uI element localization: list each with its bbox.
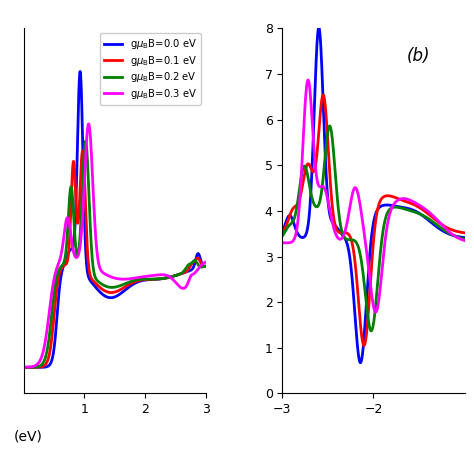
g$\mu_{\rm B}$B=0.1 eV bbox=[127, 281, 133, 287]
g$\mu_{\rm B}$B=0.0 eV bbox=[159, 276, 165, 282]
Line: g$\mu_{\rm B}$B=0.1 eV: g$\mu_{\rm B}$B=0.1 eV bbox=[24, 151, 206, 367]
Text: (b): (b) bbox=[406, 47, 430, 64]
Line: g$\mu_{\rm B}$B=0.0 eV: g$\mu_{\rm B}$B=0.0 eV bbox=[24, 72, 206, 367]
g$\mu_{\rm B}$B=0.0 eV bbox=[137, 278, 143, 284]
g$\mu_{\rm B}$B=0.2 eV bbox=[137, 276, 143, 282]
g$\mu_{\rm B}$B=0.2 eV bbox=[132, 277, 137, 283]
g$\mu_{\rm B}$B=0.3 eV bbox=[127, 276, 133, 282]
g$\mu_{\rm B}$B=0.3 eV bbox=[132, 275, 137, 281]
g$\mu_{\rm B}$B=0.3 eV bbox=[178, 285, 184, 291]
g$\mu_{\rm B}$B=0.0 eV bbox=[77, 69, 83, 74]
g$\mu_{\rm B}$B=0.1 eV bbox=[137, 277, 143, 283]
g$\mu_{\rm B}$B=0.2 eV bbox=[159, 276, 165, 282]
g$\mu_{\rm B}$B=0.2 eV bbox=[127, 279, 133, 284]
g$\mu_{\rm B}$B=0.3 eV bbox=[203, 259, 209, 265]
g$\mu_{\rm B}$B=0.2 eV bbox=[21, 365, 27, 370]
g$\mu_{\rm B}$B=0.1 eV bbox=[203, 264, 209, 269]
g$\mu_{\rm B}$B=0.2 eV bbox=[178, 271, 184, 276]
g$\mu_{\rm B}$B=0.3 eV bbox=[21, 365, 27, 370]
g$\mu_{\rm B}$B=0.1 eV bbox=[132, 279, 137, 285]
g$\mu_{\rm B}$B=0.3 eV bbox=[159, 272, 165, 277]
g$\mu_{\rm B}$B=0.3 eV bbox=[86, 121, 91, 127]
g$\mu_{\rm B}$B=0.0 eV bbox=[132, 281, 137, 286]
Line: g$\mu_{\rm B}$B=0.2 eV: g$\mu_{\rm B}$B=0.2 eV bbox=[24, 141, 206, 367]
g$\mu_{\rm B}$B=0.2 eV bbox=[203, 264, 209, 269]
g$\mu_{\rm B}$B=0.3 eV bbox=[33, 363, 38, 368]
g$\mu_{\rm B}$B=0.0 eV bbox=[178, 271, 184, 277]
g$\mu_{\rm B}$B=0.0 eV bbox=[127, 283, 133, 289]
g$\mu_{\rm B}$B=0.0 eV bbox=[33, 365, 38, 370]
g$\mu_{\rm B}$B=0.1 eV bbox=[159, 276, 165, 282]
Text: (eV): (eV) bbox=[14, 430, 43, 444]
Line: g$\mu_{\rm B}$B=0.3 eV: g$\mu_{\rm B}$B=0.3 eV bbox=[24, 124, 206, 367]
g$\mu_{\rm B}$B=0.1 eV bbox=[33, 365, 38, 370]
g$\mu_{\rm B}$B=0.1 eV bbox=[178, 271, 184, 277]
g$\mu_{\rm B}$B=0.3 eV bbox=[137, 274, 143, 280]
g$\mu_{\rm B}$B=0.2 eV bbox=[33, 364, 38, 370]
g$\mu_{\rm B}$B=0.2 eV bbox=[83, 138, 89, 144]
g$\mu_{\rm B}$B=0.0 eV bbox=[203, 264, 209, 269]
g$\mu_{\rm B}$B=0.0 eV bbox=[21, 365, 27, 370]
g$\mu_{\rm B}$B=0.1 eV bbox=[21, 365, 27, 370]
Legend: g$\mu_{\rm B}$B=0.0 eV, g$\mu_{\rm B}$B=0.1 eV, g$\mu_{\rm B}$B=0.2 eV, g$\mu_{\: g$\mu_{\rm B}$B=0.0 eV, g$\mu_{\rm B}$B=… bbox=[100, 34, 201, 105]
g$\mu_{\rm B}$B=0.1 eV bbox=[80, 148, 85, 154]
